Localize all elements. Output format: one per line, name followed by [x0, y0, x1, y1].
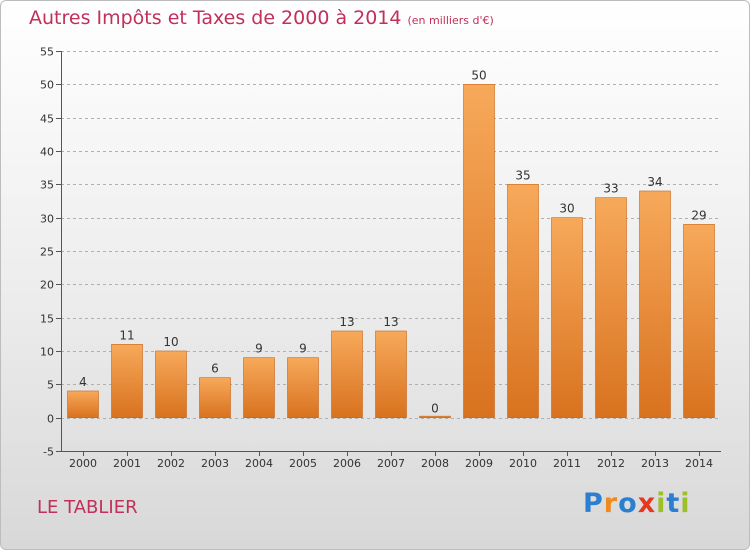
bar: [683, 224, 715, 418]
y-tick-label: 20: [40, 279, 54, 292]
x-tick-label: 2014: [685, 457, 713, 470]
y-tick-label: 45: [40, 113, 54, 126]
bar: [155, 350, 187, 418]
bar: [331, 330, 363, 418]
x-tick-label: 2008: [421, 457, 449, 470]
data-label: 0: [431, 402, 439, 416]
chart-title: Autres Impôts et Taxes de 2000 à 2014 (en…: [29, 7, 494, 29]
data-label: 11: [119, 328, 134, 342]
bar: [287, 357, 319, 418]
bar: [67, 390, 99, 418]
data-label: 29: [691, 208, 706, 222]
data-label: 13: [383, 315, 398, 329]
data-label: 6: [211, 362, 219, 376]
y-tick-label: -5: [43, 446, 54, 459]
bar: [595, 197, 627, 418]
y-tick-label: 40: [40, 146, 54, 159]
y-tick-label: 15: [40, 313, 54, 326]
logo-letter: x: [637, 488, 657, 519]
y-tick-label: 25: [40, 246, 54, 259]
logo-letter: o: [618, 488, 638, 519]
bar: [463, 84, 495, 418]
logo-letter: i: [656, 488, 667, 519]
bar: [551, 217, 583, 418]
y-tick-label: 10: [40, 346, 54, 359]
x-tick-label: 2004: [245, 457, 273, 470]
data-label: 9: [299, 342, 307, 356]
y-tick-label: 50: [40, 79, 54, 92]
bar: [639, 190, 671, 418]
labels: -5 0 5 10 15 20 25 30 35 40 45 50 55 4 2000 11 2001 10 200…: [40, 46, 713, 471]
x-tick-label: 2006: [333, 457, 361, 470]
x-tick-label: 2013: [641, 457, 669, 470]
x-tick-label: 2010: [509, 457, 537, 470]
bar: [243, 357, 275, 418]
bar: [375, 330, 407, 418]
x-tick-label: 2000: [69, 457, 97, 470]
x-tick-label: 2007: [377, 457, 405, 470]
x-tick-label: 2011: [553, 457, 581, 470]
data-label: 50: [471, 68, 486, 82]
logo-letter: P: [583, 488, 604, 519]
data-label: 30: [559, 202, 574, 216]
bar: [111, 344, 143, 418]
y-tick-label: 30: [40, 213, 54, 226]
proxiti-logo: Proxiti: [583, 488, 691, 519]
data-label: 9: [255, 342, 263, 356]
x-tick-label: 2009: [465, 457, 493, 470]
y-tick-label: 0: [47, 413, 54, 426]
title-main: Autres Impôts et Taxes de 2000 à 2014: [29, 7, 402, 29]
data-label: 34: [647, 175, 662, 189]
x-tick-label: 2002: [157, 457, 185, 470]
logo-letter: r: [603, 488, 619, 519]
commune-name: LE TABLIER: [37, 497, 138, 518]
logo-letter: i: [680, 488, 691, 519]
y-tick-label: 35: [40, 179, 54, 192]
bars: [67, 84, 715, 418]
data-label: 4: [79, 375, 87, 389]
x-tick-label: 2005: [289, 457, 317, 470]
data-label: 33: [603, 182, 618, 196]
x-tick-label: 2012: [597, 457, 625, 470]
x-tick-label: 2001: [113, 457, 141, 470]
data-label: 13: [339, 315, 354, 329]
title-unit: (en milliers d'€): [407, 14, 494, 27]
data-label: 35: [515, 168, 530, 182]
logo-letter: t: [666, 488, 681, 519]
y-tick-label: 5: [47, 379, 54, 392]
bar: [199, 377, 231, 418]
bar: [507, 184, 539, 418]
data-label: 10: [163, 335, 178, 349]
x-tick-label: 2003: [201, 457, 229, 470]
y-tick-label: 55: [40, 46, 54, 59]
axes: [56, 51, 721, 456]
bar: [419, 415, 451, 418]
